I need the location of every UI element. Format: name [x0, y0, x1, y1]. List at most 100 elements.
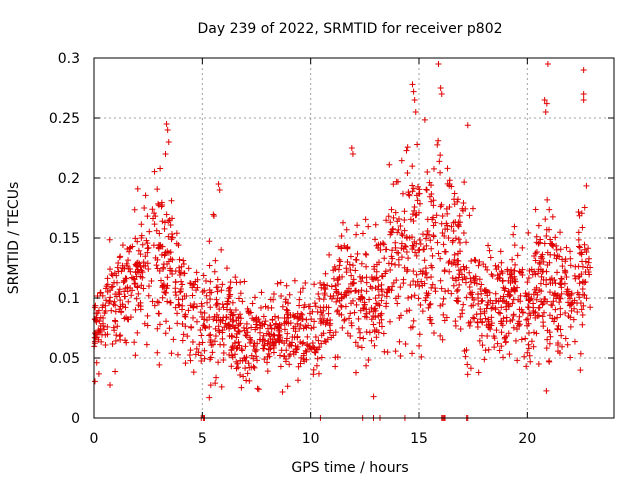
data-point	[333, 286, 340, 293]
data-point	[429, 252, 436, 259]
data-point	[585, 245, 592, 252]
data-point	[243, 332, 250, 339]
data-point	[237, 357, 244, 364]
data-point	[398, 157, 405, 164]
data-point	[108, 307, 115, 314]
data-point	[462, 279, 469, 286]
data-point	[264, 353, 271, 360]
data-point	[206, 394, 213, 401]
data-point	[283, 347, 290, 354]
data-point	[414, 183, 421, 190]
data-point	[118, 308, 125, 315]
data-point	[547, 333, 554, 340]
data-point	[102, 341, 109, 348]
data-point	[484, 301, 491, 308]
data-point	[338, 244, 345, 251]
data-point	[517, 298, 524, 305]
data-point	[497, 248, 504, 255]
data-point	[115, 259, 122, 266]
data-point	[254, 385, 261, 392]
data-point	[417, 268, 424, 275]
data-point	[462, 353, 469, 360]
data-point	[536, 260, 543, 267]
data-point	[550, 318, 557, 325]
data-point	[283, 282, 290, 289]
data-point	[417, 241, 424, 248]
data-point	[446, 268, 453, 275]
data-point	[571, 305, 578, 312]
data-point	[272, 321, 279, 328]
data-point	[414, 197, 421, 204]
data-point	[540, 268, 547, 275]
data-point	[237, 372, 244, 379]
data-point	[297, 360, 304, 367]
data-point	[430, 165, 437, 172]
data-point	[579, 258, 586, 265]
data-point	[568, 291, 575, 298]
data-point	[546, 206, 553, 213]
data-point	[232, 307, 239, 314]
data-point	[341, 291, 348, 298]
data-point	[355, 295, 362, 302]
data-point	[507, 317, 514, 324]
data-point	[226, 325, 233, 332]
data-point	[176, 302, 183, 309]
data-point	[475, 262, 482, 269]
data-point	[296, 325, 303, 332]
data-point	[91, 334, 98, 341]
data-point	[389, 247, 396, 254]
data-point	[578, 271, 585, 278]
data-point	[541, 309, 548, 316]
data-point	[532, 250, 539, 257]
data-point	[187, 280, 194, 287]
data-point	[103, 297, 110, 304]
data-point	[116, 286, 123, 293]
data-point	[439, 336, 446, 343]
data-point	[344, 258, 351, 265]
data-point	[207, 278, 214, 285]
data-point	[285, 314, 292, 321]
data-point	[163, 285, 170, 292]
data-point	[558, 284, 565, 291]
data-point	[363, 274, 370, 281]
data-point	[554, 348, 561, 355]
data-point	[201, 323, 208, 330]
data-point	[422, 297, 429, 304]
data-point	[543, 100, 550, 107]
data-point	[398, 230, 405, 237]
data-point	[330, 267, 337, 274]
data-point	[187, 357, 194, 364]
data-point	[216, 187, 223, 193]
data-point	[519, 266, 526, 273]
data-point	[163, 121, 170, 127]
data-point	[530, 307, 537, 314]
data-point	[577, 350, 584, 357]
data-point	[460, 301, 467, 308]
data-point	[385, 213, 392, 220]
data-point	[493, 327, 500, 334]
data-point	[553, 246, 560, 253]
data-point	[216, 329, 223, 336]
data-point	[149, 206, 156, 213]
data-point	[297, 289, 304, 296]
data-point	[310, 324, 317, 331]
data-point	[533, 248, 540, 255]
data-point	[578, 251, 585, 258]
data-point	[153, 262, 160, 269]
data-point	[426, 179, 433, 186]
data-point	[527, 312, 534, 319]
data-point	[558, 275, 565, 282]
data-point	[479, 297, 486, 304]
data-point	[463, 239, 470, 246]
data-point	[117, 332, 124, 339]
data-point	[151, 221, 158, 228]
x-tick-label: 5	[198, 431, 207, 447]
data-point	[473, 311, 480, 318]
data-point	[186, 351, 193, 358]
data-point	[435, 61, 442, 67]
data-point	[535, 266, 542, 273]
data-point	[341, 316, 348, 323]
data-point	[238, 346, 245, 353]
data-point	[128, 292, 135, 299]
data-point	[308, 325, 315, 332]
